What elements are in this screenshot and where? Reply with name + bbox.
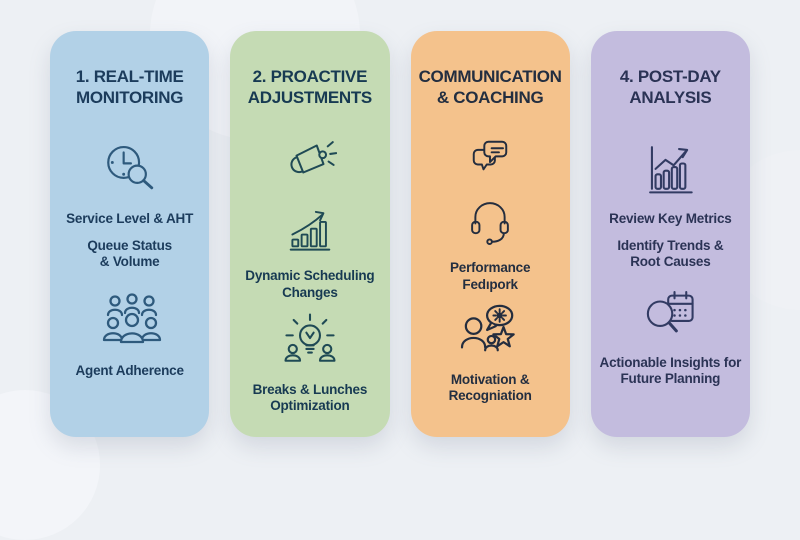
magnifier-calendar-icon xyxy=(642,284,698,343)
item-label: Service Level & AHT xyxy=(66,211,194,227)
growth-bars-icon xyxy=(285,201,335,258)
item-label: Dynamic Scheduling Changes xyxy=(245,268,375,300)
column-title: 1. REAL-TIME MONITORING xyxy=(75,67,184,107)
megaphone-icon xyxy=(283,132,338,191)
item-label: Identify Trends & Root Causes xyxy=(617,237,724,269)
clock-magnifier-icon xyxy=(101,138,159,201)
column-title: COMMUNICATION & COACHING xyxy=(418,67,562,107)
item-label: Agent Adherence xyxy=(75,363,184,379)
item-label: Performance Fedıpork xyxy=(449,260,531,292)
item-label: Motivation & Recogniation xyxy=(448,371,532,404)
column-post-day-analysis: 4. POST-DAY ANALYSIS Review Key Metrics … xyxy=(590,31,750,437)
infographic-columns: 1. REAL-TIME MONITORING Service Level & … xyxy=(0,31,800,437)
team-icon xyxy=(98,288,162,353)
item-label: Actionable Insights for Future Planning xyxy=(599,355,742,387)
chat-bubbles-icon xyxy=(464,132,516,189)
item-label: Review Key Metrics xyxy=(609,211,732,227)
item-label: Breaks & Lunches Optimization xyxy=(252,381,368,414)
item-label: Queue Status & Volume xyxy=(87,237,172,269)
column-communication-coaching: COMMUNICATION & COACHING Performance Fed… xyxy=(410,31,570,437)
coaching-gear-star-icon xyxy=(459,301,521,362)
column-title: 2. PROACTIVE ADJUSTMENTS xyxy=(247,67,373,107)
column-proactive-adjustments: 2. PROACTIVE ADJUSTMENTS Dyn xyxy=(230,31,390,437)
column-real-time-monitoring: 1. REAL-TIME MONITORING Service Level & … xyxy=(50,31,210,437)
idea-team-icon xyxy=(281,311,339,372)
analytics-chart-icon xyxy=(641,140,699,201)
column-title: 4. POST-DAY ANALYSIS xyxy=(619,67,721,107)
headset-icon xyxy=(464,195,516,252)
